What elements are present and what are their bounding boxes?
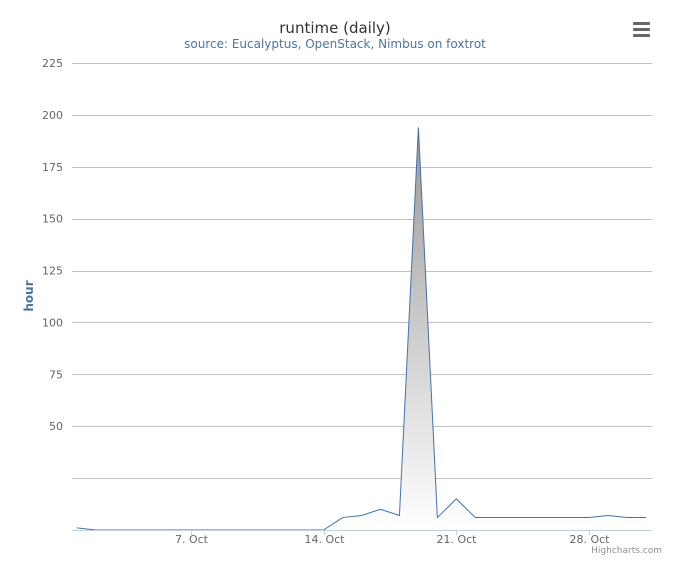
highcharts-credit[interactable]: Highcharts.com <box>591 546 662 556</box>
x-tick-label-28: 28. Oct <box>569 533 610 546</box>
x-axis-labels: 7. Oct 14. Oct 21. Oct 28. Oct <box>175 533 610 546</box>
y-axis-title: hour <box>22 280 36 311</box>
y-tick-label-100: 100 <box>42 316 63 329</box>
y-tick-label-200: 200 <box>42 109 63 122</box>
chart-subtitle: source: Eucalyptus, OpenStack, Nimbus on… <box>184 37 486 51</box>
x-tick-label-14: 14. Oct <box>304 533 345 546</box>
export-menu-button[interactable] <box>628 16 654 42</box>
series-area-fill <box>77 127 646 530</box>
x-tick-label-7: 7. Oct <box>175 533 209 546</box>
y-tick-label-50: 50 <box>49 420 63 433</box>
chart-title: runtime (daily) <box>279 19 390 37</box>
x-tick-label-21: 21. Oct <box>436 533 477 546</box>
y-tick-label-75: 75 <box>49 368 63 381</box>
y-tick-label-125: 125 <box>42 265 63 278</box>
y-tick-label-225: 225 <box>42 57 63 70</box>
y-axis-labels: 50 75 100 125 150 175 200 225 <box>42 57 63 433</box>
hamburger-menu-icon <box>633 22 650 37</box>
y-gridlines <box>72 63 652 479</box>
x-axis <box>72 530 652 535</box>
y-tick-label-150: 150 <box>42 213 63 226</box>
series-area <box>76 127 646 531</box>
series-line <box>76 127 646 531</box>
y-tick-label-175: 175 <box>42 161 63 174</box>
